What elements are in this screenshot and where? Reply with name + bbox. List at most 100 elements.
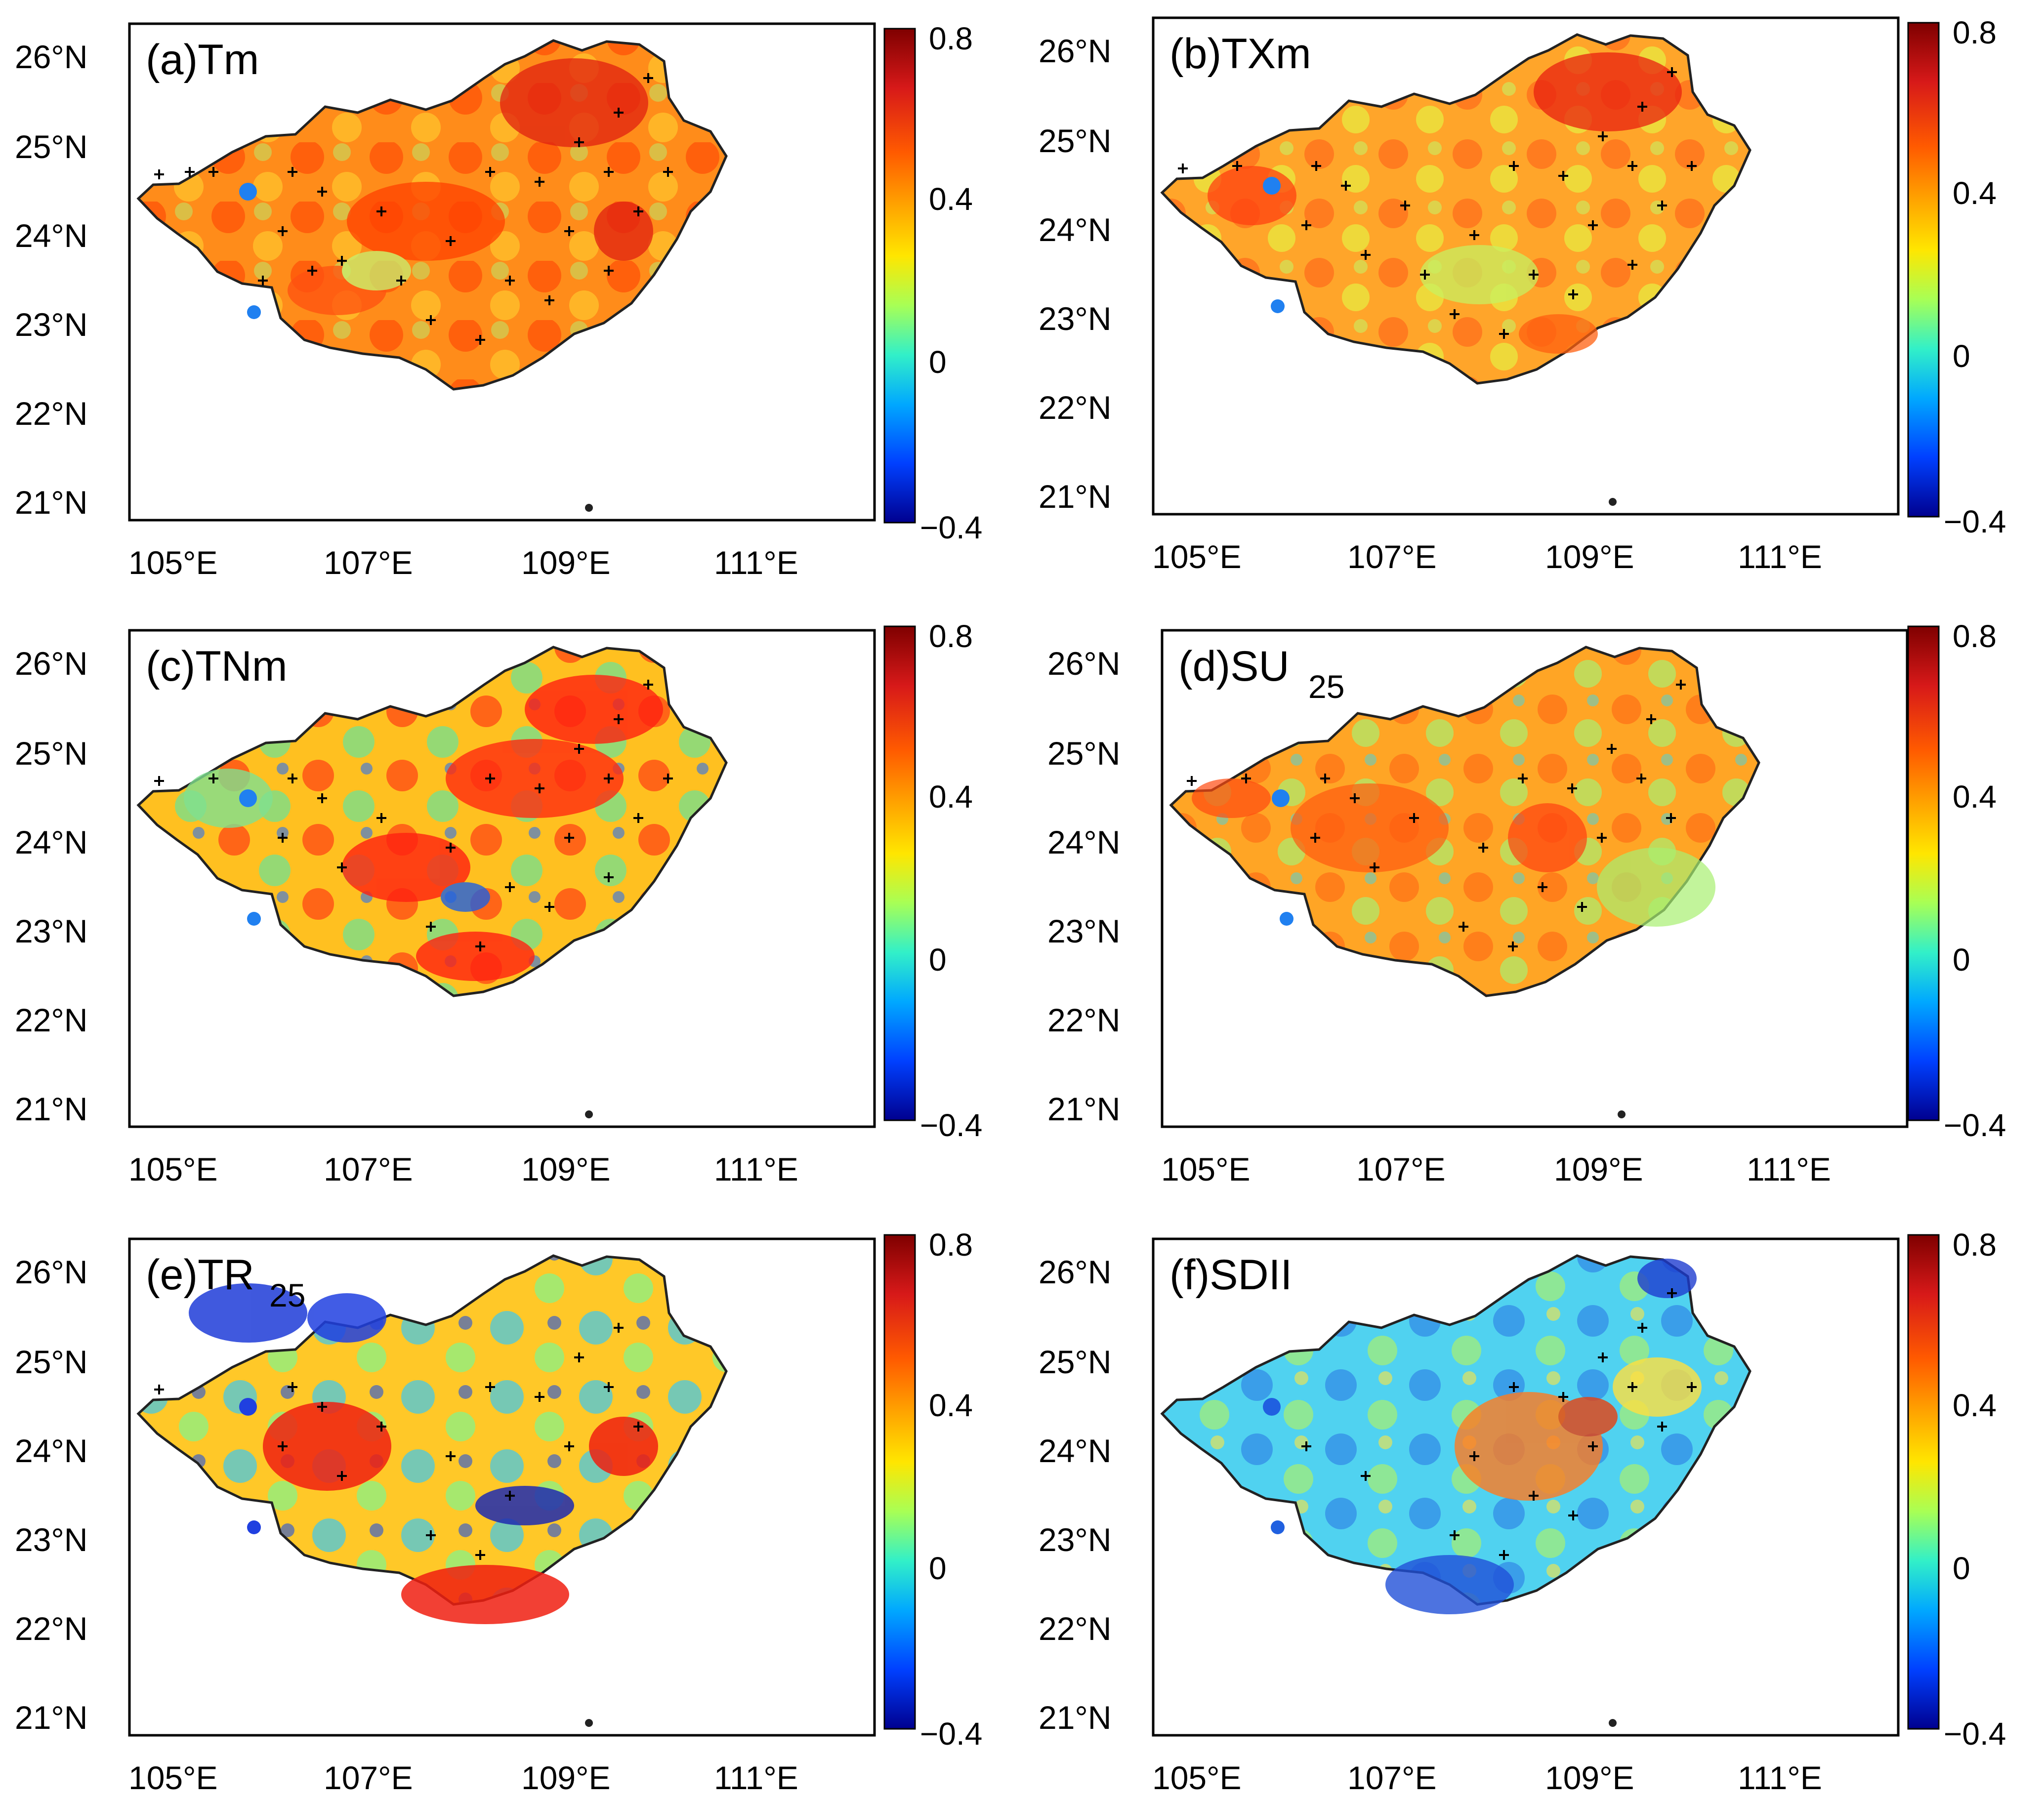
station-crosses <box>1187 680 1686 951</box>
svg-text:0: 0 <box>1953 338 1970 374</box>
lon-tick: 109°E <box>521 1151 611 1187</box>
lat-tick: 21°N <box>1039 478 1111 515</box>
svg-text:−0.4: −0.4 <box>1944 504 2006 539</box>
lat-tick: 22°N <box>15 1610 87 1647</box>
lat-tick: 24°N <box>15 217 87 254</box>
lon-tick: 105°E <box>128 1151 218 1187</box>
hotspots <box>1192 778 1715 927</box>
lat-tick: 25°N <box>1047 735 1120 772</box>
colorbar: 0.8 0.4 0 −0.4 <box>883 1227 982 1752</box>
lat-tick: 25°N <box>15 128 87 165</box>
svg-text:0.8: 0.8 <box>1953 618 1997 654</box>
lon-tick: 109°E <box>1554 1151 1643 1187</box>
lon-tick: 107°E <box>324 1759 413 1796</box>
lon-tick: 111°E <box>1738 538 1822 575</box>
colorbar: 0.8 0.4 0 −0.4 <box>883 618 982 1143</box>
lon-tick: 109°E <box>521 1759 611 1796</box>
colorbar: 0.8 0.4 0 −0.4 <box>883 21 982 545</box>
svg-text:(b)TXm: (b)TXm <box>1169 30 1311 78</box>
label-b: (b)TXm <box>1169 30 1311 78</box>
lon-tick: 105°E <box>1152 1759 1242 1796</box>
panel-d: (d)SU 25 26°N 25°N 24°N 23°N 22°N 21°N 1… <box>1047 618 2006 1187</box>
lat-tick: 23°N <box>1039 300 1111 337</box>
lon-tick: 109°E <box>521 544 611 581</box>
y-ticks: 26°N 25°N 24°N 23°N 22°N 21°N <box>1047 645 1120 1127</box>
svg-text:0: 0 <box>1953 942 1970 978</box>
lon-tick: 107°E <box>1347 538 1437 575</box>
svg-text:0.8: 0.8 <box>929 21 973 56</box>
svg-text:25: 25 <box>1308 668 1344 705</box>
label-a: (a)Tm <box>146 36 259 83</box>
lat-tick: 22°N <box>1039 389 1111 426</box>
lat-tick: 26°N <box>1047 645 1120 682</box>
lat-tick: 22°N <box>1047 1002 1120 1038</box>
lon-tick: 109°E <box>1545 538 1634 575</box>
lat-tick: 23°N <box>1047 913 1120 949</box>
lat-tick: 21°N <box>15 1699 87 1736</box>
lat-tick: 26°N <box>15 39 87 75</box>
station-crosses <box>154 73 673 345</box>
svg-text:0.4: 0.4 <box>929 181 973 217</box>
x-ticks: 105°E 107°E 109°E 111°E <box>1152 538 1822 575</box>
x-ticks: 105°E 107°E 109°E 111°E <box>1161 1151 1831 1187</box>
y-ticks: 26°N 25°N 24°N 23°N 22°N 21°N <box>15 1254 87 1736</box>
svg-text:(a)Tm: (a)Tm <box>146 36 259 83</box>
panel-a: (a)Tm 26°N 25°N 24°N 23°N 22°N 21°N 105°… <box>15 21 982 581</box>
svg-text:−0.4: −0.4 <box>1944 1716 2006 1752</box>
lat-tick: 22°N <box>15 1002 87 1038</box>
station-crosses <box>1301 1288 1697 1560</box>
y-ticks: 26°N 25°N 24°N 23°N 22°N 21°N <box>1039 33 1111 515</box>
svg-text:0: 0 <box>929 1551 947 1586</box>
svg-text:0.4: 0.4 <box>929 779 973 815</box>
colorbar: 0.8 0.4 0 −0.4 <box>1907 1227 2006 1752</box>
lon-tick: 111°E <box>1747 1151 1831 1187</box>
svg-text:(e)TR: (e)TR <box>146 1251 254 1299</box>
lat-tick: 26°N <box>1039 33 1111 69</box>
svg-text:−0.4: −0.4 <box>1944 1107 2006 1143</box>
lon-tick: 107°E <box>324 544 413 581</box>
y-ticks: 26°N 25°N 24°N 23°N 22°N 21°N <box>15 39 87 521</box>
hotspots <box>189 1283 658 1624</box>
lon-tick: 109°E <box>1545 1759 1634 1796</box>
label-f: (f)SDII <box>1169 1251 1292 1299</box>
lon-tick: 111°E <box>714 544 798 581</box>
lat-tick: 21°N <box>1047 1091 1120 1127</box>
lon-tick: 105°E <box>128 544 218 581</box>
x-ticks: 105°E 107°E 109°E 111°E <box>128 1151 798 1187</box>
svg-text:−0.4: −0.4 <box>920 1716 982 1752</box>
svg-text:−0.4: −0.4 <box>920 510 982 545</box>
x-ticks: 105°E 107°E 109°E 111°E <box>1152 1759 1822 1796</box>
lat-tick: 23°N <box>15 913 87 949</box>
lat-tick: 21°N <box>1039 1699 1111 1736</box>
svg-text:0: 0 <box>929 344 947 380</box>
lat-tick: 26°N <box>15 645 87 682</box>
lon-tick: 105°E <box>128 1759 218 1796</box>
lon-tick: 107°E <box>1356 1151 1446 1187</box>
panel-f: (f)SDII 26°N 25°N 24°N 23°N 22°N 21°N 10… <box>1039 1227 2006 1796</box>
label-d: (d)SU 25 <box>1178 643 1344 705</box>
lat-tick: 24°N <box>1039 1432 1111 1469</box>
svg-text:0.8: 0.8 <box>929 1227 973 1263</box>
lat-tick: 21°N <box>15 1091 87 1127</box>
lat-tick: 23°N <box>15 1521 87 1558</box>
lat-tick: 21°N <box>15 484 87 521</box>
lon-tick: 111°E <box>714 1151 798 1187</box>
svg-text:0.4: 0.4 <box>1953 779 1997 815</box>
lon-tick: 105°E <box>1152 538 1242 575</box>
colorbar: 0.8 0.4 0 −0.4 <box>1907 618 2006 1143</box>
lat-tick: 26°N <box>1039 1254 1111 1290</box>
svg-text:(d)SU: (d)SU <box>1178 643 1290 690</box>
svg-text:0.8: 0.8 <box>1953 15 1997 50</box>
svg-text:0: 0 <box>1953 1551 1970 1586</box>
hotspots <box>1385 1259 1702 1614</box>
svg-text:(f)SDII: (f)SDII <box>1169 1251 1292 1299</box>
hotspots <box>1208 52 1682 354</box>
svg-text:−0.4: −0.4 <box>920 1107 982 1143</box>
svg-text:0.4: 0.4 <box>1953 175 1997 211</box>
lat-tick: 24°N <box>15 1432 87 1469</box>
label-e: (e)TR 25 <box>146 1251 305 1313</box>
lat-tick: 24°N <box>1047 824 1120 860</box>
station-crosses <box>154 680 673 951</box>
lon-tick: 107°E <box>324 1151 413 1187</box>
lat-tick: 22°N <box>15 395 87 432</box>
